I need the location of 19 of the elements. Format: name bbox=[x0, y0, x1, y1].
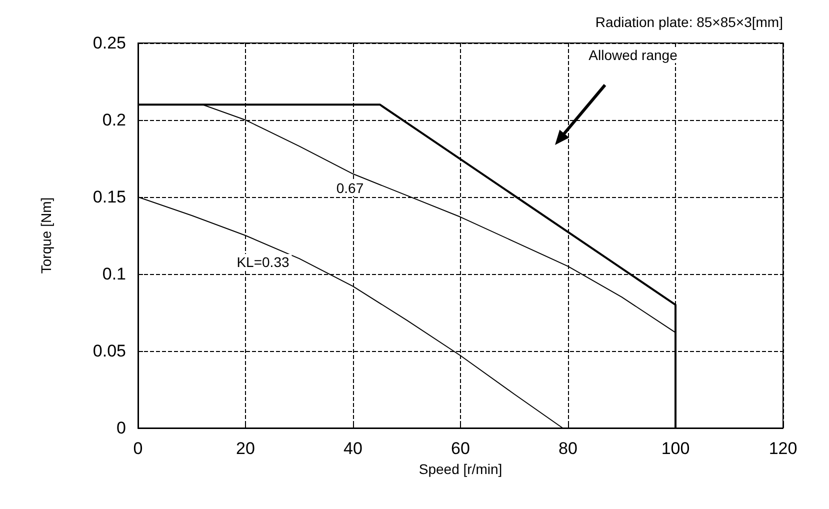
x-tick-label: 40 bbox=[344, 439, 362, 458]
annotation: 0.67 bbox=[334, 180, 366, 196]
y-tick-label: 0.25 bbox=[92, 34, 126, 52]
x-axis-title: Speed [r/min] bbox=[418, 460, 502, 477]
annotation: KL=0.33 bbox=[234, 254, 292, 270]
x-tick-label: 20 bbox=[236, 439, 255, 458]
x-tick-label: 100 bbox=[661, 439, 690, 458]
x-tick-label: 120 bbox=[768, 439, 798, 458]
x-tick-label: 80 bbox=[558, 439, 578, 458]
y-tick-label: 0.2 bbox=[102, 110, 126, 130]
text: Radiation plate: 85×85×3[mm] bbox=[595, 14, 783, 30]
y-axis-title: Torque [Nm] bbox=[38, 197, 54, 274]
x-tick-label: 60 bbox=[451, 439, 470, 458]
x-tick-label: 0 bbox=[133, 439, 143, 458]
y-tick-label: 0.05 bbox=[92, 342, 126, 360]
y-tick-label: 0.15 bbox=[92, 188, 126, 206]
y-tick-label: 0.1 bbox=[102, 264, 126, 284]
annotation: Allowed range bbox=[586, 47, 680, 63]
y-tick-label: 0 bbox=[116, 418, 126, 438]
